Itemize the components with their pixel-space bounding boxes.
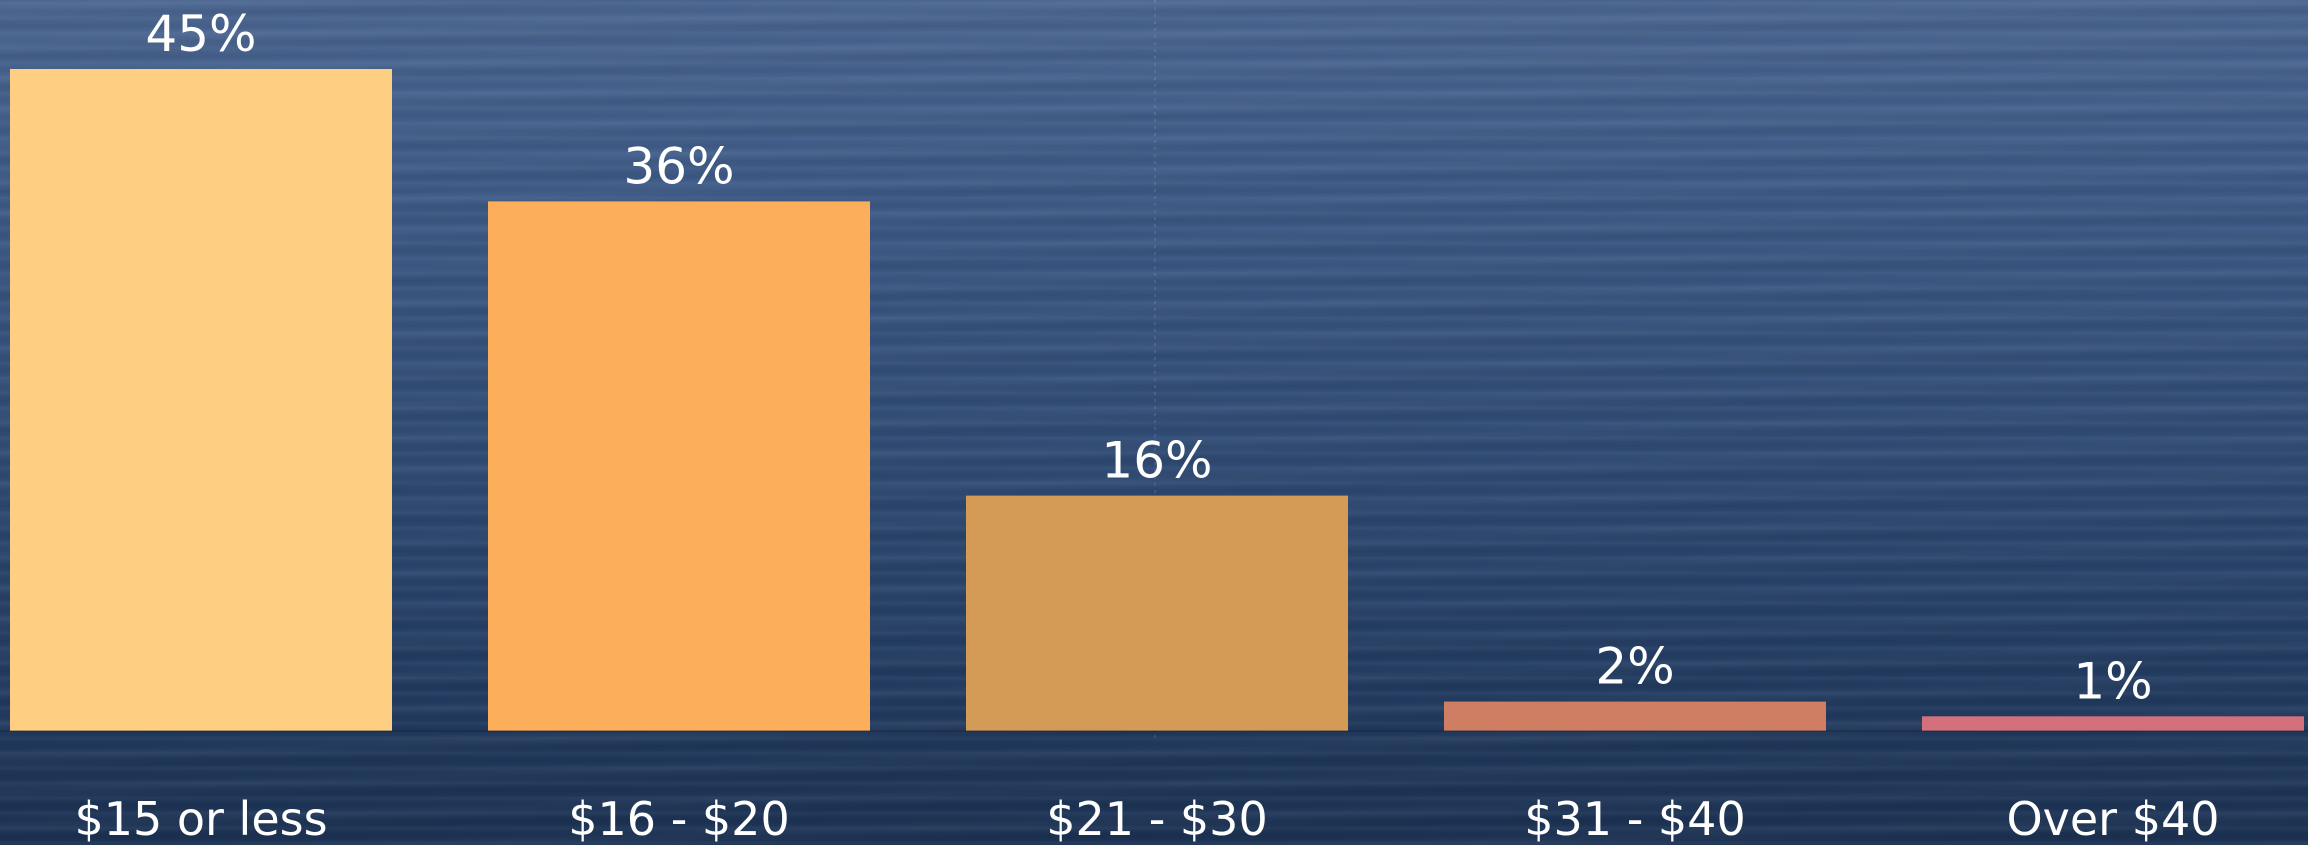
bar-value-label: 36%	[623, 137, 734, 195]
bar-value-label: 45%	[145, 5, 256, 63]
value-labels: 45% 36% 16% 2% 1%	[145, 5, 2152, 710]
x-tick-label: $31 - $40	[1524, 792, 1745, 845]
bar-value-label: 2%	[1595, 638, 1674, 696]
bars	[10, 69, 2304, 731]
x-tick-label: $16 - $20	[568, 792, 789, 845]
bar-value-label: 1%	[2073, 652, 2152, 710]
bar	[966, 495, 1348, 731]
x-axis-tick-labels: $15 or less $16 - $20 $21 - $30 $31 - $40 Ov…	[74, 792, 2219, 845]
bar	[1922, 716, 2304, 731]
bar-value-label: 16%	[1101, 432, 1212, 490]
bar	[10, 69, 392, 731]
x-tick-label: $15 or less	[74, 792, 327, 845]
x-tick-label: $21 - $30	[1046, 792, 1267, 845]
bar	[488, 201, 870, 731]
x-tick-label: Over $40	[2006, 792, 2219, 845]
bar	[1444, 701, 1826, 731]
